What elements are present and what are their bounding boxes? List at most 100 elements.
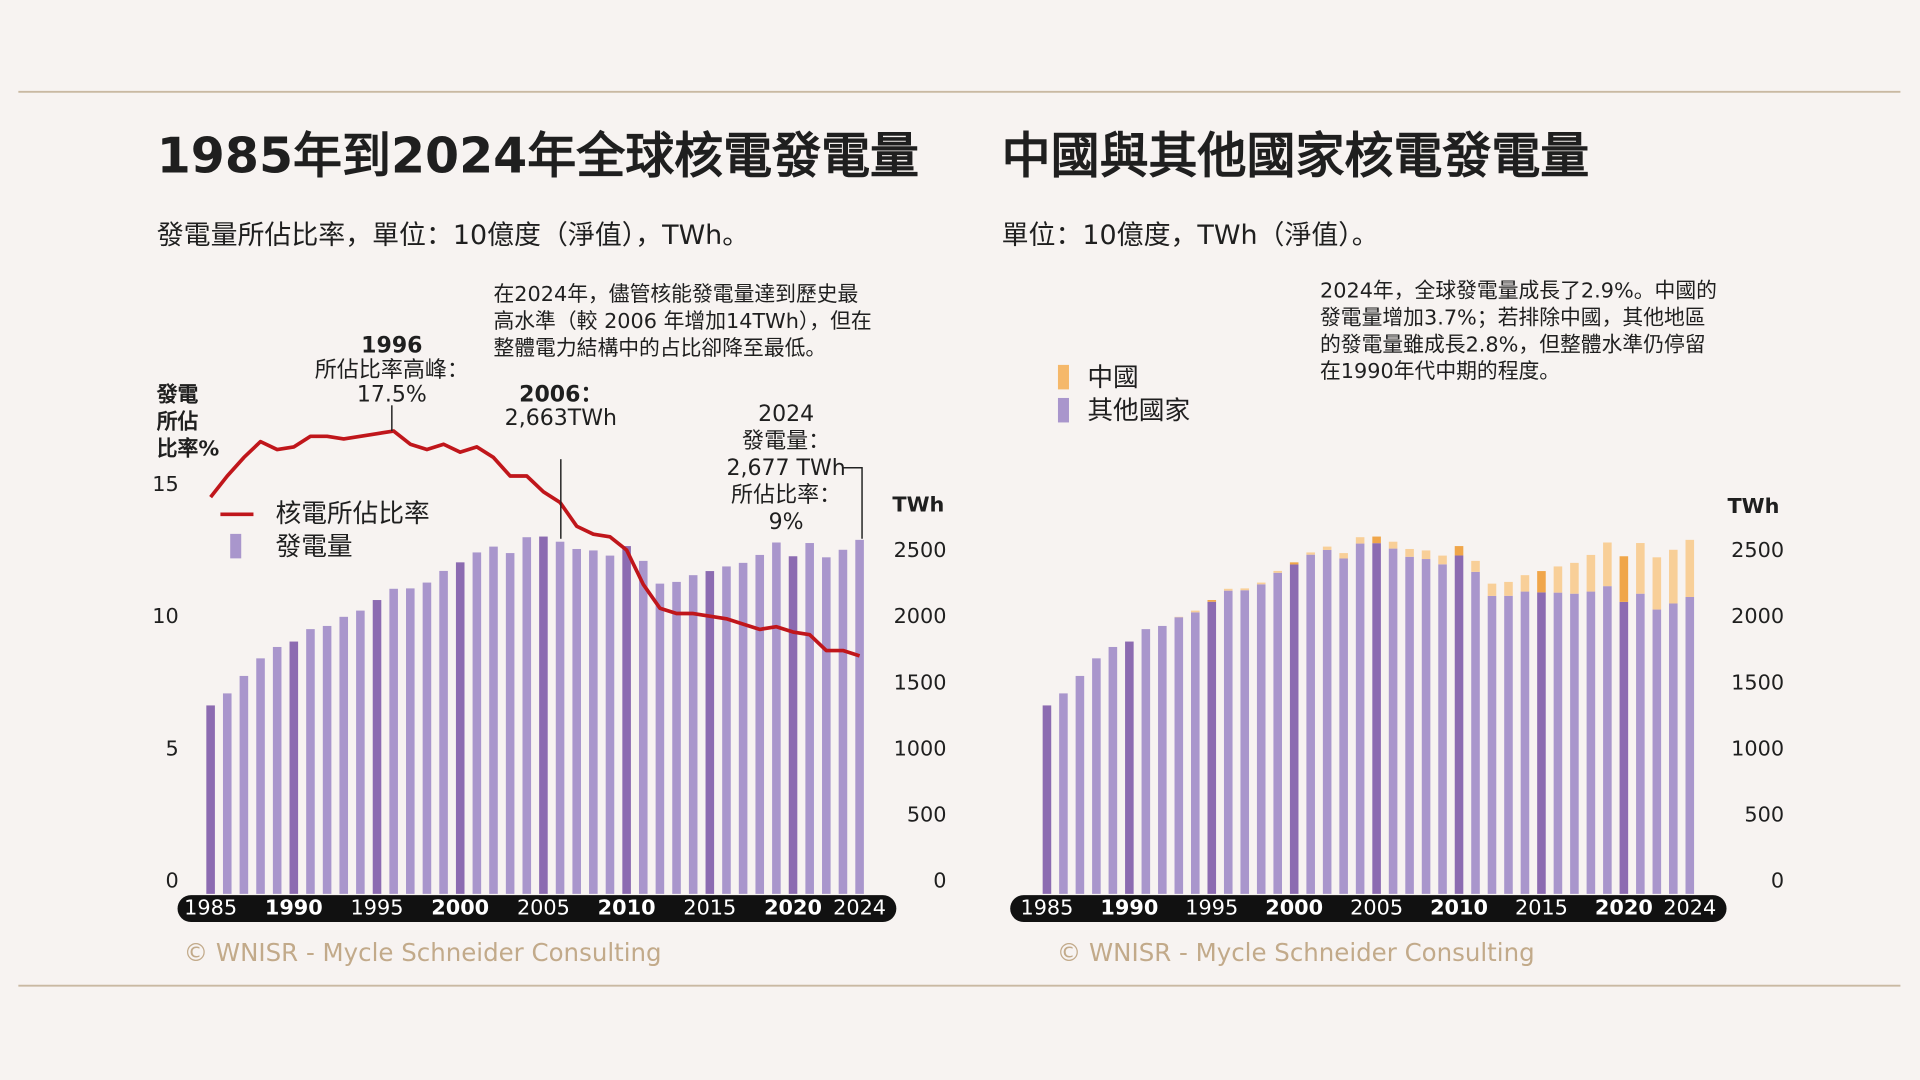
bar <box>1586 554 1596 592</box>
bar <box>1306 552 1315 555</box>
x-tick-label: 1995 <box>351 896 404 920</box>
x-tick-label: 2020 <box>1595 896 1653 920</box>
bar <box>222 693 232 894</box>
x-tick-label: 2020 <box>764 896 822 920</box>
bar <box>755 554 765 894</box>
bar <box>339 616 349 894</box>
bar <box>522 537 532 894</box>
bar <box>1570 562 1579 594</box>
legend-label: 其他國家 <box>1087 396 1190 426</box>
chart-subtitle: 發電量所佔比率，單位：10億度（淨值），TWh。 <box>157 220 749 251</box>
bar <box>1619 556 1629 602</box>
y2-tick-label: 2500 <box>1731 538 1784 562</box>
bar <box>1636 593 1645 894</box>
bar <box>1471 560 1480 572</box>
bar <box>206 705 215 894</box>
bar <box>306 629 315 894</box>
y-axis-title: 發電 <box>156 383 199 407</box>
bar <box>1223 588 1233 591</box>
bar <box>1158 625 1167 894</box>
y-tick-label: 15 <box>152 472 178 496</box>
bar <box>1240 590 1250 894</box>
bar <box>788 556 798 894</box>
bar <box>572 548 581 894</box>
annotation-connector <box>842 467 863 539</box>
y2-tick-label: 1000 <box>894 736 947 760</box>
y2-tick-label: 1500 <box>1731 670 1784 694</box>
y2-tick-label: 500 <box>1744 803 1784 827</box>
bar <box>406 588 415 894</box>
bar <box>1207 601 1217 894</box>
annotation: 的發電量雖成長2.8%，但整體水準仍停留 <box>1320 332 1706 356</box>
bar <box>1619 601 1629 894</box>
bar <box>1174 617 1184 894</box>
bar <box>1669 603 1678 894</box>
bar <box>1454 546 1464 556</box>
bar <box>688 575 698 894</box>
bar <box>389 588 398 894</box>
y2-tick-label: 1500 <box>894 670 947 694</box>
chart-title: 中國與其他國家核電發電量 <box>1002 128 1590 185</box>
x-tick-label: 1990 <box>265 896 323 920</box>
bar <box>1586 591 1596 894</box>
bar <box>1372 536 1381 544</box>
bar <box>1092 658 1101 894</box>
bar <box>1207 600 1217 602</box>
bar <box>555 541 565 894</box>
x-tick-label: 2000 <box>1265 896 1323 920</box>
bar <box>589 550 598 894</box>
x-tick-label: 1995 <box>1185 896 1238 920</box>
bar <box>1322 549 1332 894</box>
bar <box>1669 549 1678 604</box>
bar <box>1289 562 1299 565</box>
bar <box>1438 555 1447 565</box>
bar <box>239 675 249 894</box>
bar <box>1504 595 1513 894</box>
bar <box>1685 539 1695 597</box>
y2-tick-label: 2000 <box>1731 604 1784 628</box>
bar <box>489 546 498 894</box>
annotation: 2024年，全球發電量成長了2.9%。中國的 <box>1320 278 1717 302</box>
bar <box>1603 586 1612 894</box>
y2-tick-label: 2000 <box>894 604 947 628</box>
x-axis-band <box>177 895 897 923</box>
bar <box>472 552 482 894</box>
annotation: 2,677 TWh <box>726 456 845 481</box>
annotation: 17.5% <box>357 383 427 408</box>
bar <box>1603 542 1612 587</box>
annotation: 2024 <box>758 402 814 427</box>
y-tick-label: 10 <box>152 604 178 628</box>
bar <box>1141 629 1151 894</box>
bar <box>1504 581 1513 596</box>
bar <box>1355 543 1365 894</box>
bar <box>605 555 615 894</box>
legend-swatch <box>230 533 242 559</box>
bar <box>1322 546 1332 550</box>
bar <box>1388 541 1398 549</box>
x-tick-label: 2005 <box>1350 896 1403 920</box>
y2-tick-label: 0 <box>933 869 946 893</box>
bar <box>1570 593 1579 894</box>
bar <box>1537 592 1546 894</box>
annotation: 高水準（較 2006 年增加14TWh），但在 <box>493 309 871 333</box>
x-tick-label: 1985 <box>184 896 237 920</box>
bar <box>1388 548 1398 894</box>
bar <box>1405 556 1414 894</box>
y2-tick-label: 500 <box>907 803 947 827</box>
bar <box>655 583 665 894</box>
y2-tick-label: 2500 <box>894 538 947 562</box>
bar <box>1306 554 1315 894</box>
bar <box>1339 558 1348 894</box>
bar <box>1059 693 1068 894</box>
legend-label: 發電量 <box>276 532 353 562</box>
bar <box>1042 705 1052 894</box>
bar <box>539 536 548 894</box>
source: © WNISR - Mycle Schneider Consulting <box>1057 938 1535 967</box>
bar <box>1685 596 1695 894</box>
x-tick-label: 2015 <box>1515 896 1568 920</box>
y-tick-label: 0 <box>166 869 179 893</box>
y-tick-label: 5 <box>166 736 179 760</box>
bar <box>455 562 465 894</box>
share-line <box>209 429 861 658</box>
bar <box>1487 595 1497 894</box>
